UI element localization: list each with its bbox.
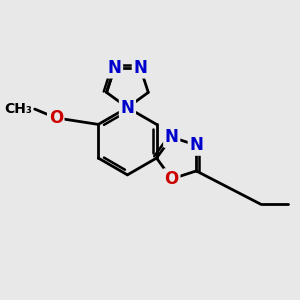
- Text: O: O: [49, 109, 63, 127]
- Text: CH₃: CH₃: [4, 102, 32, 116]
- Text: N: N: [121, 99, 134, 117]
- Text: N: N: [134, 59, 147, 77]
- Text: N: N: [189, 136, 203, 154]
- Text: N: N: [108, 59, 122, 77]
- Text: N: N: [165, 128, 178, 146]
- Text: O: O: [165, 170, 179, 188]
